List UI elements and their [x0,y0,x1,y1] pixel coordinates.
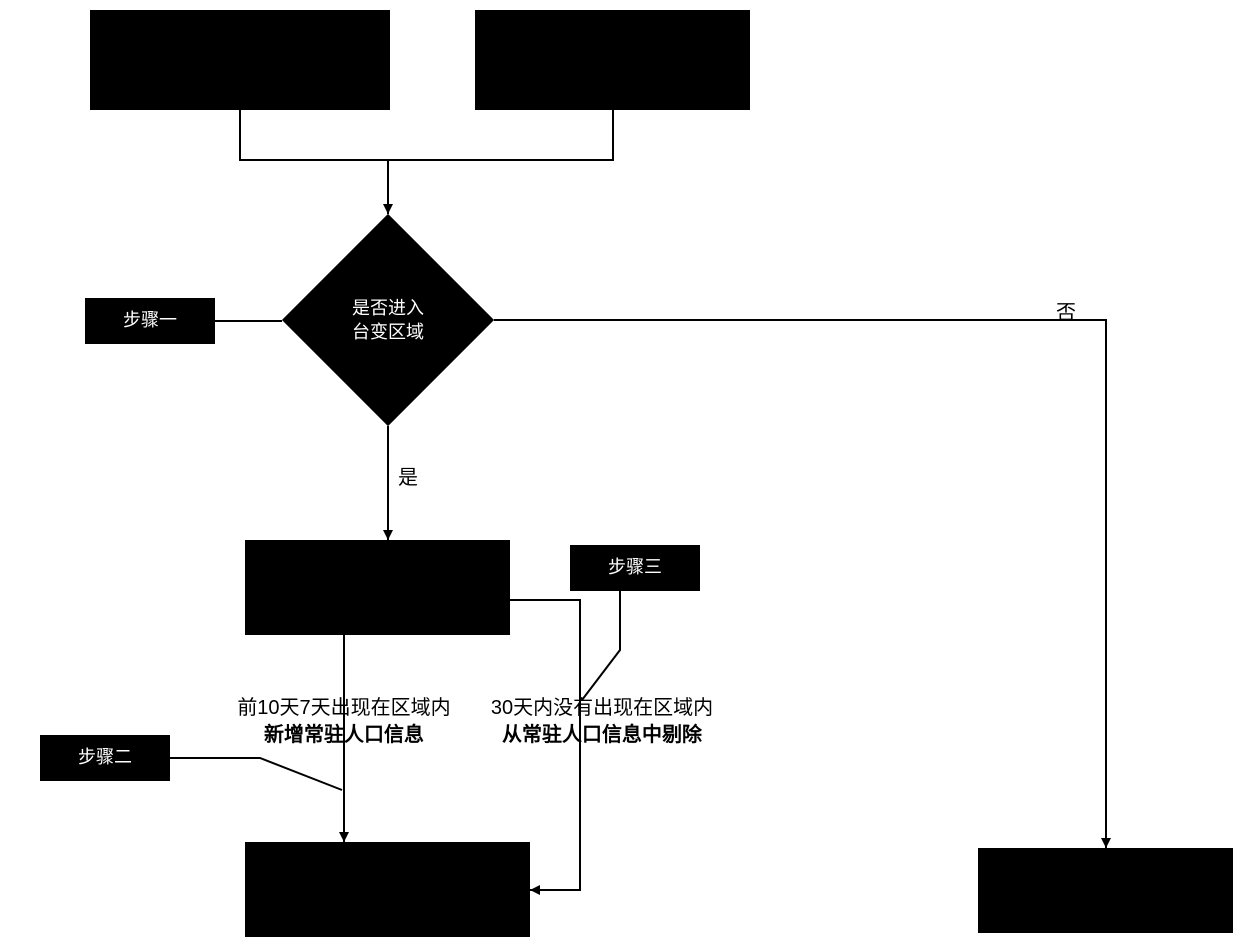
right-rule-line2: 从常驻人口信息中剔除 [472,722,732,749]
node-bottom-left [245,842,530,937]
node-step-1: 步骤一 [85,298,215,344]
flowchart-canvas: 步骤一 是否进入 台变区域 是 否 步骤三 步骤二 前10天7天出现在区域内 新… [0,0,1240,942]
node-mid [245,540,510,635]
label-left-rule: 前10天7天出现在区域内 新增常驻人口信息 [226,695,462,749]
node-step-3: 步骤三 [570,545,700,591]
decision-line2: 台变区域 [352,322,424,342]
label-no: 否 [1056,300,1076,327]
right-rule-line1: 30天内没有出现在区域内 [491,697,713,719]
edges-layer [0,0,1240,942]
node-step-2: 步骤二 [40,735,170,781]
node-top-left [90,10,390,110]
node-bottom-right [978,848,1233,933]
node-top-right [475,10,750,110]
decision-label: 是否进入 台变区域 [338,296,438,345]
decision-line1: 是否进入 [352,298,424,318]
label-right-rule: 30天内没有出现在区域内 从常驻人口信息中剔除 [472,695,732,749]
left-rule-line1: 前10天7天出现在区域内 [237,697,450,719]
left-rule-line2: 新增常驻人口信息 [226,722,462,749]
label-yes: 是 [398,465,418,492]
